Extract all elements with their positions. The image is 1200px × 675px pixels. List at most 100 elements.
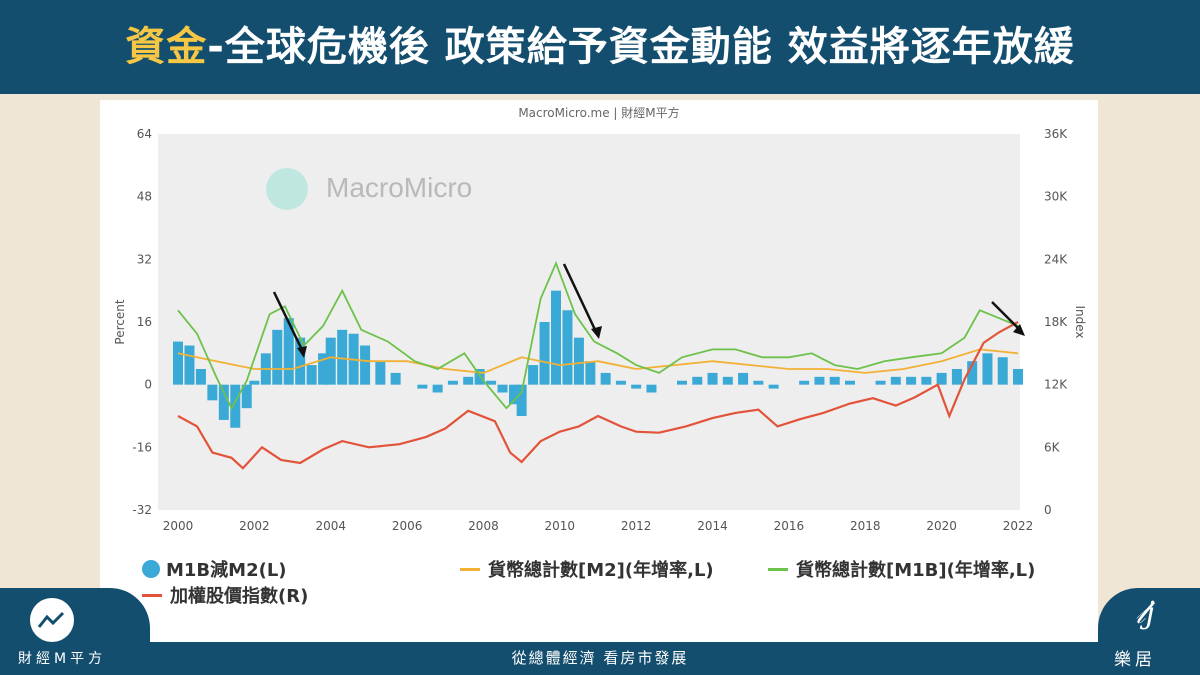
y-right-tick-label: 30K [1044, 190, 1068, 204]
bar-m1b-minus-m2 [600, 372, 611, 385]
footer-bar [0, 642, 1200, 675]
series-line-1 [177, 348, 1019, 374]
leju-logo-icon: 𝓁j [1135, 596, 1155, 631]
bar-m1b-minus-m2 [375, 361, 386, 385]
legend-line-icon [460, 567, 480, 571]
bar-m1b-minus-m2 [707, 372, 718, 385]
bar-m1b-minus-m2 [337, 329, 348, 385]
macromicro-logo-icon [266, 168, 308, 210]
chart-logo-icon [30, 598, 74, 642]
y-right-tick-label: 12K [1044, 378, 1068, 392]
bar-m1b-minus-m2 [551, 290, 561, 385]
x-tick-label: 2002 [239, 519, 270, 533]
bar-m1b-minus-m2 [241, 384, 252, 409]
bar-m1b-minus-m2 [615, 380, 626, 385]
bar-m1b-minus-m2 [249, 380, 260, 385]
bar-m1b-minus-m2 [195, 369, 206, 385]
bar-m1b-minus-m2 [982, 353, 993, 385]
bar-m1b-minus-m2 [646, 384, 657, 393]
x-tick-label: 2022 [1003, 519, 1034, 533]
legend-item-m1b[interactable]: 貨幣總計數[M1B](年增率,L) [768, 556, 1035, 582]
bar-m1b-minus-m2 [921, 376, 932, 385]
x-tick-label: 2004 [315, 519, 346, 533]
x-tick-label: 2012 [621, 519, 652, 533]
bar-m1b-minus-m2 [814, 376, 825, 385]
bar-m1b-minus-m2 [184, 345, 195, 385]
brand-right-badge [1098, 588, 1200, 675]
y-right-tick-label: 6K [1044, 440, 1061, 454]
y-left-tick-label: 16 [137, 315, 152, 329]
arrow-2010 [562, 263, 599, 335]
bar-m1b-minus-m2 [631, 384, 642, 389]
legend-label: 貨幣總計數[M2](年增率,L) [488, 560, 714, 581]
bar-m1b-minus-m2 [218, 384, 229, 420]
x-tick-label: 2016 [774, 519, 805, 533]
bar-m1b-minus-m2 [230, 384, 241, 428]
bar-m1b-minus-m2 [306, 365, 317, 385]
bar-m1b-minus-m2 [738, 372, 749, 385]
bar-m1b-minus-m2 [474, 369, 485, 385]
bar-m1b-minus-m2 [207, 384, 218, 401]
bar-m1b-minus-m2 [509, 384, 519, 405]
bar-m1b-minus-m2 [283, 318, 294, 385]
bar-m1b-minus-m2 [753, 380, 764, 385]
bar-m1b-minus-m2 [677, 380, 687, 385]
legend-dot-icon [142, 560, 160, 578]
y-left-tick-label: -32 [132, 503, 152, 517]
y-left-tick-label: 48 [137, 190, 152, 204]
bar-m1b-minus-m2 [390, 372, 401, 385]
bar-m1b-minus-m2 [463, 376, 474, 385]
bar-m1b-minus-m2 [845, 380, 855, 385]
legend-item-taiex[interactable]: 加權股價指數(R) [142, 582, 308, 608]
legend-label: 加權股價指數(R) [170, 586, 309, 607]
x-tick-label: 2018 [850, 519, 881, 533]
bar-m1b-minus-m2 [173, 341, 183, 385]
bar-m1b-minus-m2 [486, 380, 497, 385]
chart-panel: MacroMicro.me | 財經M平方 MacroMicro [100, 100, 1098, 642]
arrow-2003 [272, 291, 306, 355]
x-tick-label: 2010 [545, 519, 576, 533]
bar-m1b-minus-m2 [1013, 369, 1023, 385]
bar-m1b-minus-m2 [967, 361, 978, 385]
legend-line-icon [768, 567, 788, 571]
x-tick-label: 2014 [697, 519, 728, 533]
bar-m1b-minus-m2 [890, 376, 901, 385]
title-rest: -全球危機後 政策給予資金動能 效益將逐年放緩 [207, 24, 1075, 70]
bar-m1b-minus-m2 [829, 376, 840, 385]
y-left-tick-label: 0 [144, 378, 152, 392]
bar-m1b-minus-m2 [272, 329, 283, 385]
bar-m1b-minus-m2 [539, 322, 550, 385]
y-right-tick-label: 36K [1044, 127, 1068, 141]
bar-m1b-minus-m2 [318, 353, 329, 385]
bar-m1b-minus-m2 [447, 380, 458, 385]
title-highlight: 資金 [125, 24, 208, 70]
bar-m1b-minus-m2 [692, 376, 703, 385]
y-right-tick-label: 24K [1044, 252, 1068, 266]
bar-m1b-minus-m2 [936, 372, 947, 385]
y-left-tick-label: 32 [137, 252, 152, 266]
bar-m1b-minus-m2 [573, 337, 584, 385]
y-left-tick-label: -16 [132, 440, 152, 454]
bar-m1b-minus-m2 [360, 345, 371, 385]
bar-m1b-minus-m2 [585, 361, 596, 385]
brand-left-text: 財經M平方 [18, 651, 107, 667]
bar-m1b-minus-m2 [768, 384, 779, 389]
legend-item-m1b-minus-m2[interactable]: M1B減M2(L) [142, 556, 287, 582]
legend-item-m2[interactable]: 貨幣總計數[M2](年增率,L) [460, 556, 714, 582]
y-left-axis-label: Percent [113, 299, 127, 344]
chart-watermark: MacroMicro [326, 172, 473, 203]
legend-label: M1B減M2(L) [166, 560, 287, 581]
bar-m1b-minus-m2 [295, 337, 306, 385]
bar-m1b-minus-m2 [799, 380, 810, 385]
brand-right-text: 樂居 [1114, 650, 1156, 670]
series-line-3 [177, 321, 1019, 470]
bar-m1b-minus-m2 [722, 376, 733, 385]
y-right-tick-label: 18K [1044, 315, 1068, 329]
chart-svg: 2000 2002 2004 2006 2008 2010 2012 2014 2016 2018… [113, 127, 1087, 533]
bar-m1b-minus-m2 [875, 380, 886, 385]
bar-m1b-minus-m2 [562, 310, 573, 385]
bar-m1b-minus-m2 [497, 384, 508, 393]
bar-m1b-minus-m2 [325, 337, 336, 385]
arrow-2021 [991, 301, 1021, 331]
chart-legend: M1B減M2(L) 貨幣總計數[M2](年增率,L) 貨幣總計數[M1B](年增… [142, 552, 1082, 608]
